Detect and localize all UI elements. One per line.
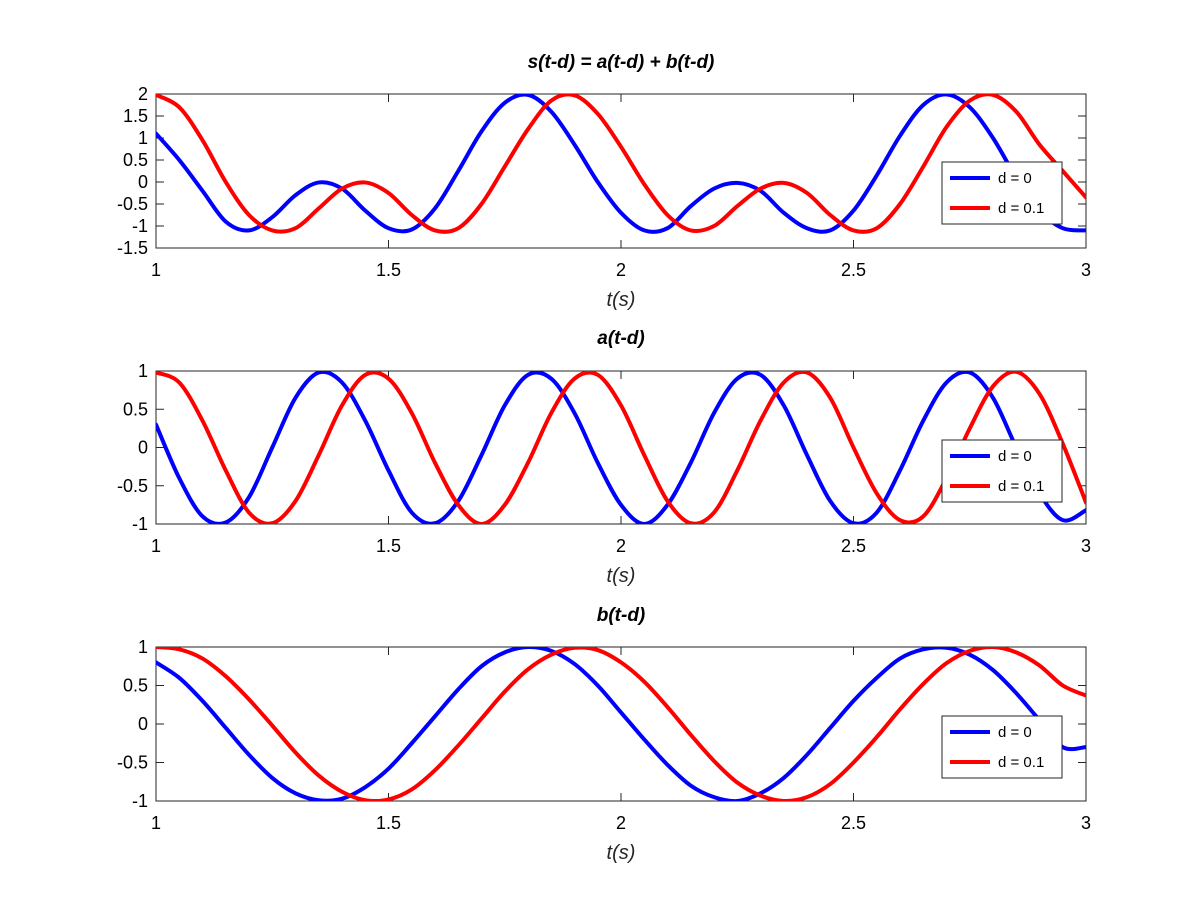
- legend-label: d = 0: [998, 448, 1032, 465]
- series-line-d0: [156, 647, 1086, 801]
- y-tick-label: -1: [132, 216, 148, 236]
- y-tick-label: 1.5: [123, 106, 148, 126]
- series-line-d0: [156, 94, 1086, 234]
- series-group: [156, 94, 1086, 234]
- y-tick-label: 1: [138, 361, 148, 381]
- x-tick-label: 3: [1081, 260, 1091, 280]
- chart-title: s(t-d) = a(t-d) + b(t-d): [528, 52, 715, 73]
- legend-label: d = 0.1: [998, 200, 1044, 217]
- series-line-d0: [156, 371, 1086, 524]
- chart-title: b(t-d): [597, 605, 646, 626]
- y-tick-label: -0.5: [117, 476, 148, 496]
- series-line-d01: [156, 371, 1086, 524]
- legend-label: d = 0.1: [998, 754, 1044, 771]
- series-group: [156, 371, 1086, 524]
- x-tick-label: 2: [616, 813, 626, 833]
- x-tick-label: 2.5: [841, 260, 866, 280]
- y-tick-label: 1: [138, 128, 148, 148]
- x-tick-label: 1.5: [376, 536, 401, 556]
- series-line-d01: [156, 94, 1086, 234]
- legend-box: [941, 161, 1063, 225]
- y-tick-label: -1.5: [117, 238, 148, 258]
- legend-box: [941, 715, 1063, 779]
- y-tick-label: -1: [132, 791, 148, 811]
- x-tick-label: 1.5: [376, 813, 401, 833]
- y-tick-label: 0.5: [123, 150, 148, 170]
- legend-label: d = 0: [998, 170, 1032, 187]
- x-axis-label: t(s): [607, 842, 636, 864]
- x-tick-label: 1: [151, 813, 161, 833]
- x-tick-label: 1: [151, 536, 161, 556]
- x-axis-label: t(s): [607, 289, 636, 311]
- x-tick-label: 2.5: [841, 536, 866, 556]
- legend: d = 0 d = 0.1: [941, 715, 1063, 779]
- legend: d = 0 d = 0.1: [941, 161, 1063, 225]
- y-tick-label: 0: [138, 172, 148, 192]
- y-tick-label: -0.5: [117, 194, 148, 214]
- y-tick-label: 0.5: [123, 399, 148, 419]
- x-tick-label: 2: [616, 260, 626, 280]
- y-tick-label: -1: [132, 514, 148, 534]
- y-tick-label: -0.5: [117, 753, 148, 773]
- y-tick-label: 0: [138, 438, 148, 458]
- legend-label: d = 0.1: [998, 478, 1044, 495]
- x-tick-label: 3: [1081, 536, 1091, 556]
- legend-box: [941, 439, 1063, 503]
- series-line-d01: [156, 647, 1086, 801]
- subplot-2: 1 1.5 2 2.5 3-1-0.500.51a(t-d)t(s)d = 0d = 0…: [117, 328, 1091, 587]
- subplot-3: 1 1.5 2 2.5 3-1-0.500.51b(t-d)t(s)d = 0d = 0…: [117, 605, 1091, 864]
- y-tick-label: 0.5: [123, 676, 148, 696]
- chart-title: a(t-d): [597, 328, 644, 349]
- subplot-1: 1 1.5 2 2.5 3-1.5-1-0.500.511.52s(t-d) = a(t…: [117, 52, 1091, 311]
- y-tick-label: 0: [138, 714, 148, 734]
- y-tick-label: 1: [138, 637, 148, 657]
- series-group: [156, 647, 1086, 801]
- x-tick-label: 2: [616, 536, 626, 556]
- x-tick-label: 1.5: [376, 260, 401, 280]
- legend: d = 0 d = 0.1: [941, 439, 1063, 503]
- x-tick-label: 3: [1081, 813, 1091, 833]
- y-tick-label: 2: [138, 84, 148, 104]
- legend-label: d = 0: [998, 724, 1032, 741]
- x-tick-label: 1: [151, 260, 161, 280]
- x-tick-label: 2.5: [841, 813, 866, 833]
- x-axis-label: t(s): [607, 565, 636, 587]
